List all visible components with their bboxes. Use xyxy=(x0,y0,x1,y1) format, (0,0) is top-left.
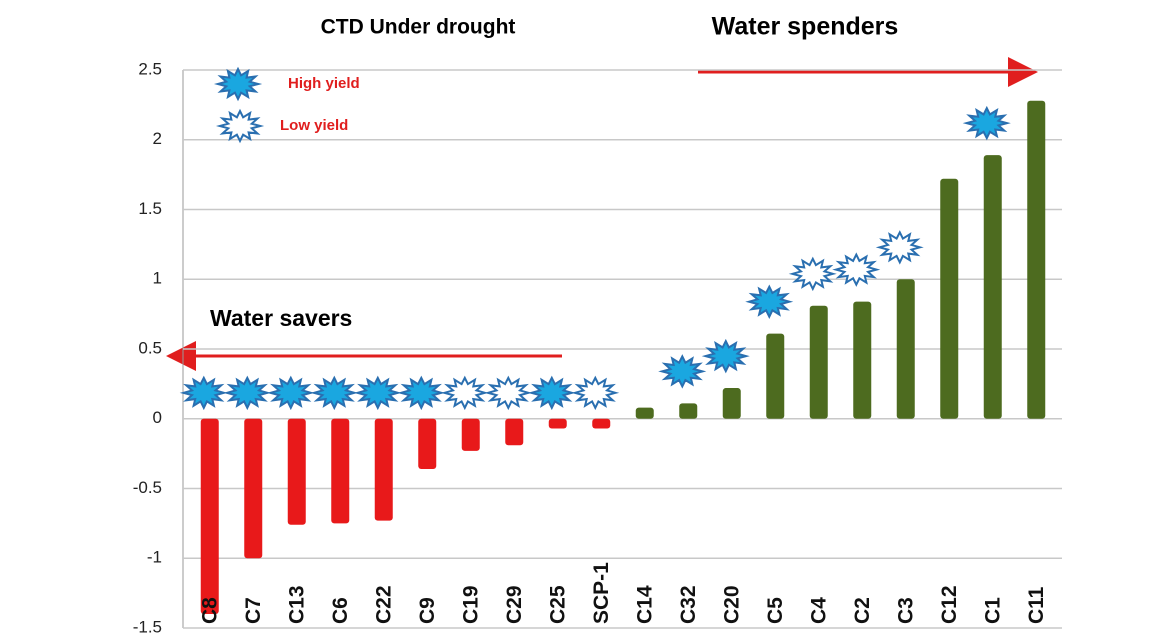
x-tick-label: C8 xyxy=(198,597,221,624)
y-tick-label: -1 xyxy=(147,548,162,567)
high-yield-marker xyxy=(179,375,228,411)
bar xyxy=(461,418,480,451)
bar xyxy=(505,418,524,446)
low-yield-marker xyxy=(484,375,533,411)
bar xyxy=(809,305,828,419)
high-yield-marker xyxy=(223,375,272,411)
x-tick-label: C14 xyxy=(633,585,656,624)
high-yield-marker xyxy=(701,338,750,374)
y-tick-label: 0 xyxy=(153,408,162,427)
bar xyxy=(896,279,915,419)
bar xyxy=(853,301,872,419)
bar xyxy=(244,418,263,559)
bar xyxy=(287,418,306,525)
high-yield-marker xyxy=(266,375,315,411)
bar xyxy=(374,418,393,521)
high-yield-marker xyxy=(397,375,446,411)
y-tick-label: 0.5 xyxy=(138,338,162,357)
low-yield-marker xyxy=(571,375,620,411)
bar xyxy=(592,418,611,429)
x-tick-label: C3 xyxy=(894,597,917,624)
bar xyxy=(940,178,959,419)
bar xyxy=(635,407,654,419)
bar xyxy=(548,418,567,429)
y-tick-label: -0.5 xyxy=(133,478,162,497)
x-tick-label: C13 xyxy=(285,585,308,624)
bar xyxy=(1027,100,1046,419)
bar xyxy=(983,155,1002,419)
x-tick-label: C25 xyxy=(546,585,569,624)
high-yield-marker xyxy=(310,375,359,411)
bar xyxy=(200,418,219,615)
high-yield-marker xyxy=(658,354,707,389)
x-tick-label: C19 xyxy=(459,585,482,624)
legend-label: Low yield xyxy=(280,117,348,134)
high-yield-marker xyxy=(213,66,263,102)
x-tick-label: SCP-1 xyxy=(590,562,613,624)
annotation: Water savers xyxy=(210,305,352,331)
high-yield-marker xyxy=(527,375,576,411)
low-yield-marker xyxy=(215,108,265,144)
y-tick-label: -1.5 xyxy=(133,617,162,636)
x-tick-label: C22 xyxy=(372,585,395,624)
x-tick-label: C29 xyxy=(503,585,526,624)
x-tick-label: C11 xyxy=(1025,586,1048,624)
annotation: Water spenders xyxy=(712,13,899,41)
low-yield-marker xyxy=(440,375,489,411)
y-tick-label: 1.5 xyxy=(138,199,162,218)
x-tick-label: C2 xyxy=(851,597,874,624)
bar xyxy=(331,418,350,524)
y-tick-label: 2 xyxy=(153,129,162,148)
bar xyxy=(766,333,785,419)
low-yield-marker xyxy=(832,252,881,287)
x-tick-label: C1 xyxy=(981,597,1004,624)
chart-title: CTD Under drought xyxy=(321,16,516,39)
bar xyxy=(679,403,698,419)
low-yield-marker xyxy=(875,230,924,265)
high-yield-marker xyxy=(353,375,402,411)
high-yield-marker xyxy=(745,284,794,319)
x-tick-label: C20 xyxy=(720,585,743,624)
y-tick-label: 1 xyxy=(153,269,162,288)
x-tick-label: C4 xyxy=(807,597,830,624)
x-tick-label: C9 xyxy=(416,597,439,624)
bar xyxy=(418,418,437,469)
high-yield-marker xyxy=(962,105,1011,141)
low-yield-marker xyxy=(788,256,837,292)
legend-label: High yield xyxy=(288,75,360,92)
y-tick-label: 2.5 xyxy=(138,59,162,78)
x-tick-label: C5 xyxy=(764,597,787,624)
bar xyxy=(722,388,741,419)
x-tick-label: C32 xyxy=(677,585,700,624)
x-tick-label: C6 xyxy=(329,597,352,624)
x-tick-label: C12 xyxy=(938,585,961,624)
x-tick-label: C7 xyxy=(242,597,265,624)
